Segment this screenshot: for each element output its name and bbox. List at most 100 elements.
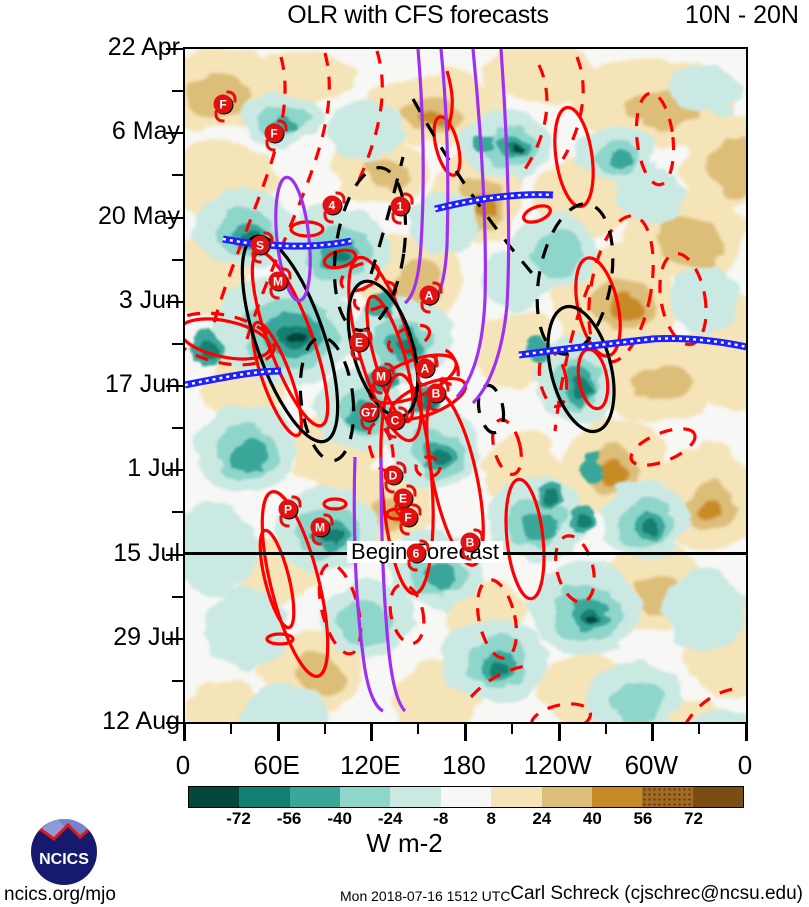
storm-marker: E bbox=[349, 328, 373, 361]
x-tick bbox=[464, 724, 467, 741]
x-tick-minor bbox=[323, 724, 326, 734]
storm-hook-top bbox=[323, 513, 334, 526]
storm-hook-top bbox=[384, 362, 395, 375]
x-tick-label: 120W bbox=[523, 750, 592, 780]
storm-hook-top bbox=[372, 398, 383, 411]
storm-hook-top bbox=[428, 354, 439, 367]
storm-marker: F bbox=[264, 119, 288, 152]
y-tick-label: 6 May bbox=[111, 117, 180, 146]
x-tick-minor bbox=[510, 724, 513, 734]
storm-marker-label: A bbox=[415, 358, 435, 378]
y-tick-label: 17 Jun bbox=[104, 370, 180, 398]
storm-marker: M bbox=[371, 362, 395, 395]
storm-hook-top bbox=[411, 503, 422, 516]
footer-left[interactable]: ncics.org/mjo bbox=[4, 884, 116, 905]
x-tick-label: 60W bbox=[624, 750, 679, 780]
y-tick bbox=[166, 216, 183, 219]
storm-hook-bottom bbox=[214, 110, 225, 123]
x-tick bbox=[276, 724, 280, 741]
storm-marker-label: 6 bbox=[406, 543, 426, 563]
storm-hook-bottom bbox=[420, 301, 431, 314]
storm-hook-top bbox=[439, 379, 450, 392]
storm-marker-label: 1 bbox=[390, 196, 410, 216]
x-tick-label: 60E bbox=[253, 750, 300, 780]
storm-hook-bottom bbox=[323, 211, 334, 224]
colorbar-tick-label: 72 bbox=[683, 809, 703, 828]
colorbar-swatch bbox=[491, 787, 542, 807]
colorbar-swatch bbox=[289, 787, 341, 807]
storm-marker: G7 bbox=[359, 398, 383, 431]
storm-hook-top bbox=[406, 484, 417, 497]
storm-marker-label: D bbox=[383, 465, 403, 485]
y-tick-minor bbox=[172, 174, 183, 177]
y-tick bbox=[166, 132, 183, 135]
storm-hook-bottom bbox=[427, 399, 438, 412]
storm-marker-label: E bbox=[393, 488, 413, 508]
x-axis bbox=[183, 724, 749, 764]
colorbar-tick-label: -24 bbox=[377, 809, 403, 828]
y-tick bbox=[166, 385, 183, 387]
storm-marker: P bbox=[278, 495, 302, 528]
storm-hook-bottom bbox=[399, 523, 410, 536]
wave-contour-overlay bbox=[185, 49, 746, 722]
y-tick bbox=[166, 553, 183, 556]
storm-hook-bottom bbox=[251, 251, 262, 264]
y-tick bbox=[166, 469, 183, 472]
storm-marker: B bbox=[426, 379, 450, 412]
storm-marker-label: F bbox=[398, 507, 418, 527]
x-tick-minor bbox=[604, 724, 607, 734]
storm-marker: D bbox=[383, 461, 407, 494]
storm-marker: A bbox=[419, 281, 443, 314]
y-tick-minor bbox=[172, 342, 183, 345]
storm-hook-bottom bbox=[384, 481, 395, 494]
storm-marker-label: F bbox=[213, 94, 233, 114]
storm-marker-label: E bbox=[349, 332, 369, 352]
y-tick-label: 1 Jul bbox=[127, 454, 180, 483]
colorbar-tick-label: 56 bbox=[633, 809, 653, 828]
y-tick-minor bbox=[172, 258, 183, 261]
storm-hook-bottom bbox=[360, 418, 371, 431]
storm-hook-top bbox=[291, 495, 302, 508]
storm-hook-bottom bbox=[386, 426, 397, 439]
y-tick-label: 20 May bbox=[98, 201, 180, 230]
storm-marker: C bbox=[385, 406, 409, 439]
storm-hook-top bbox=[226, 90, 237, 103]
colorbar-swatch bbox=[642, 787, 693, 807]
storm-hook-top bbox=[419, 539, 430, 552]
colorbar-swatch bbox=[692, 787, 743, 807]
colorbar-tick-label: 8 bbox=[486, 809, 496, 828]
colorbar-tick-label: -40 bbox=[327, 809, 352, 828]
storm-hook-bottom bbox=[372, 382, 383, 395]
colorbar-swatch bbox=[189, 787, 240, 807]
storm-marker: M bbox=[268, 267, 292, 300]
storm-hook-top bbox=[432, 281, 443, 294]
x-tick-minor bbox=[229, 724, 232, 734]
colorbar-units: W m-2 bbox=[366, 828, 443, 858]
storm-hook-top bbox=[263, 231, 274, 244]
colorbar-swatch bbox=[239, 787, 290, 807]
storm-hook-bottom bbox=[269, 287, 280, 300]
ncics-logo: NCICS bbox=[14, 818, 114, 886]
x-tick bbox=[557, 724, 561, 741]
colorbar-tick-label: -56 bbox=[276, 809, 302, 828]
x-tick-label: 0 bbox=[175, 750, 191, 780]
storm-hook-top bbox=[403, 192, 414, 205]
y-axis: 22 Apr 6 May 20 May 3 Jun 17 Jun 1 Jul 15 Jul 2… bbox=[0, 35, 183, 734]
storm-marker-label: S bbox=[250, 235, 270, 255]
y-tick bbox=[166, 48, 183, 50]
y-tick-minor bbox=[172, 427, 183, 430]
region-label: 10N - 20N bbox=[685, 1, 799, 29]
footer-author: Carl Schreck (cjschrec@ncsu.edu) bbox=[510, 883, 803, 904]
storm-hook-bottom bbox=[391, 212, 402, 225]
storm-hook-top bbox=[277, 119, 288, 132]
y-tick bbox=[166, 637, 183, 640]
storm-marker: S bbox=[250, 231, 274, 264]
colorbar-tick-label: 24 bbox=[532, 809, 552, 828]
storm-marker-label: F bbox=[264, 123, 284, 143]
storm-marker-label: A bbox=[419, 285, 439, 305]
storm-marker-label: P bbox=[278, 499, 298, 519]
storm-hook-top bbox=[396, 461, 407, 474]
colorbar-swatch bbox=[541, 787, 592, 807]
storm-hook-bottom bbox=[416, 374, 427, 387]
